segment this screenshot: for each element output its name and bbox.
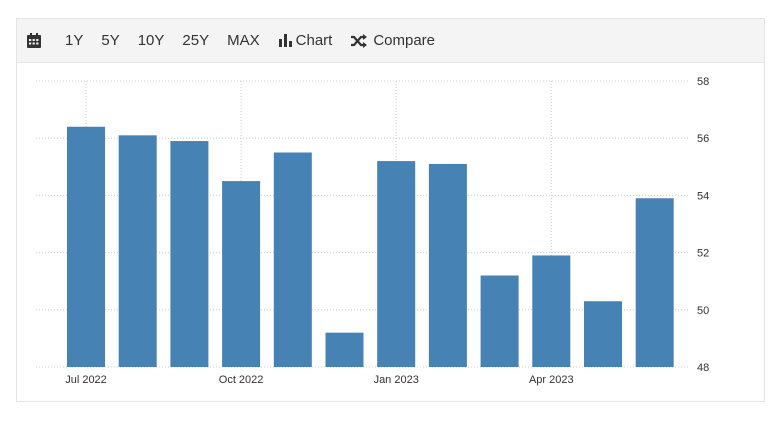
range-5y-button[interactable]: 5Y [101, 32, 120, 49]
y-tick-label: 50 [697, 305, 709, 317]
y-tick-label: 52 [697, 248, 709, 260]
range-1y-button[interactable]: 1Y [65, 32, 84, 49]
shuffle-icon [350, 33, 368, 48]
bar[interactable] [635, 198, 674, 367]
calendar-icon [27, 32, 41, 48]
y-tick-label: 54 [697, 190, 709, 202]
compare-label: Compare [373, 32, 436, 49]
range-10y-button[interactable]: 10Y [137, 32, 165, 49]
bar[interactable] [480, 275, 519, 367]
bar[interactable] [118, 135, 157, 367]
x-tick-label: Jul 2022 [65, 374, 107, 386]
bar[interactable] [428, 163, 467, 367]
chart-toolbar: 1Y 5Y 10Y 25Y MAX Chart [17, 19, 764, 63]
y-tick-label: 56 [697, 133, 709, 145]
bar[interactable] [170, 141, 209, 367]
bar[interactable] [584, 301, 622, 367]
bar[interactable] [67, 126, 105, 367]
range-max-button[interactable]: MAX [227, 32, 260, 49]
bar[interactable] [532, 255, 571, 367]
bar[interactable] [377, 161, 416, 367]
range-25y-button[interactable]: 25Y [182, 32, 210, 49]
bar-chart-icon [278, 33, 293, 48]
bar[interactable] [325, 332, 364, 367]
x-tick-label: Apr 2023 [529, 374, 574, 386]
y-axis-ticks: 48 50 52 54 56 58 [697, 76, 709, 374]
bar[interactable] [222, 181, 261, 367]
chart-type-label: Chart [295, 32, 333, 49]
x-tick-label: Jan 2023 [374, 374, 419, 386]
bar[interactable] [273, 152, 312, 368]
compare-button[interactable]: Compare [341, 19, 444, 62]
x-axis-ticks: Jul 2022 Oct 2022 Jan 2023 Apr 2023 [65, 374, 573, 386]
y-tick-label: 58 [697, 76, 709, 88]
y-tick-label: 48 [697, 362, 709, 374]
calendar-button[interactable] [17, 19, 56, 62]
bars [67, 126, 674, 368]
chart-type-button[interactable]: Chart [269, 19, 342, 62]
x-tick-label: Oct 2022 [219, 374, 264, 386]
